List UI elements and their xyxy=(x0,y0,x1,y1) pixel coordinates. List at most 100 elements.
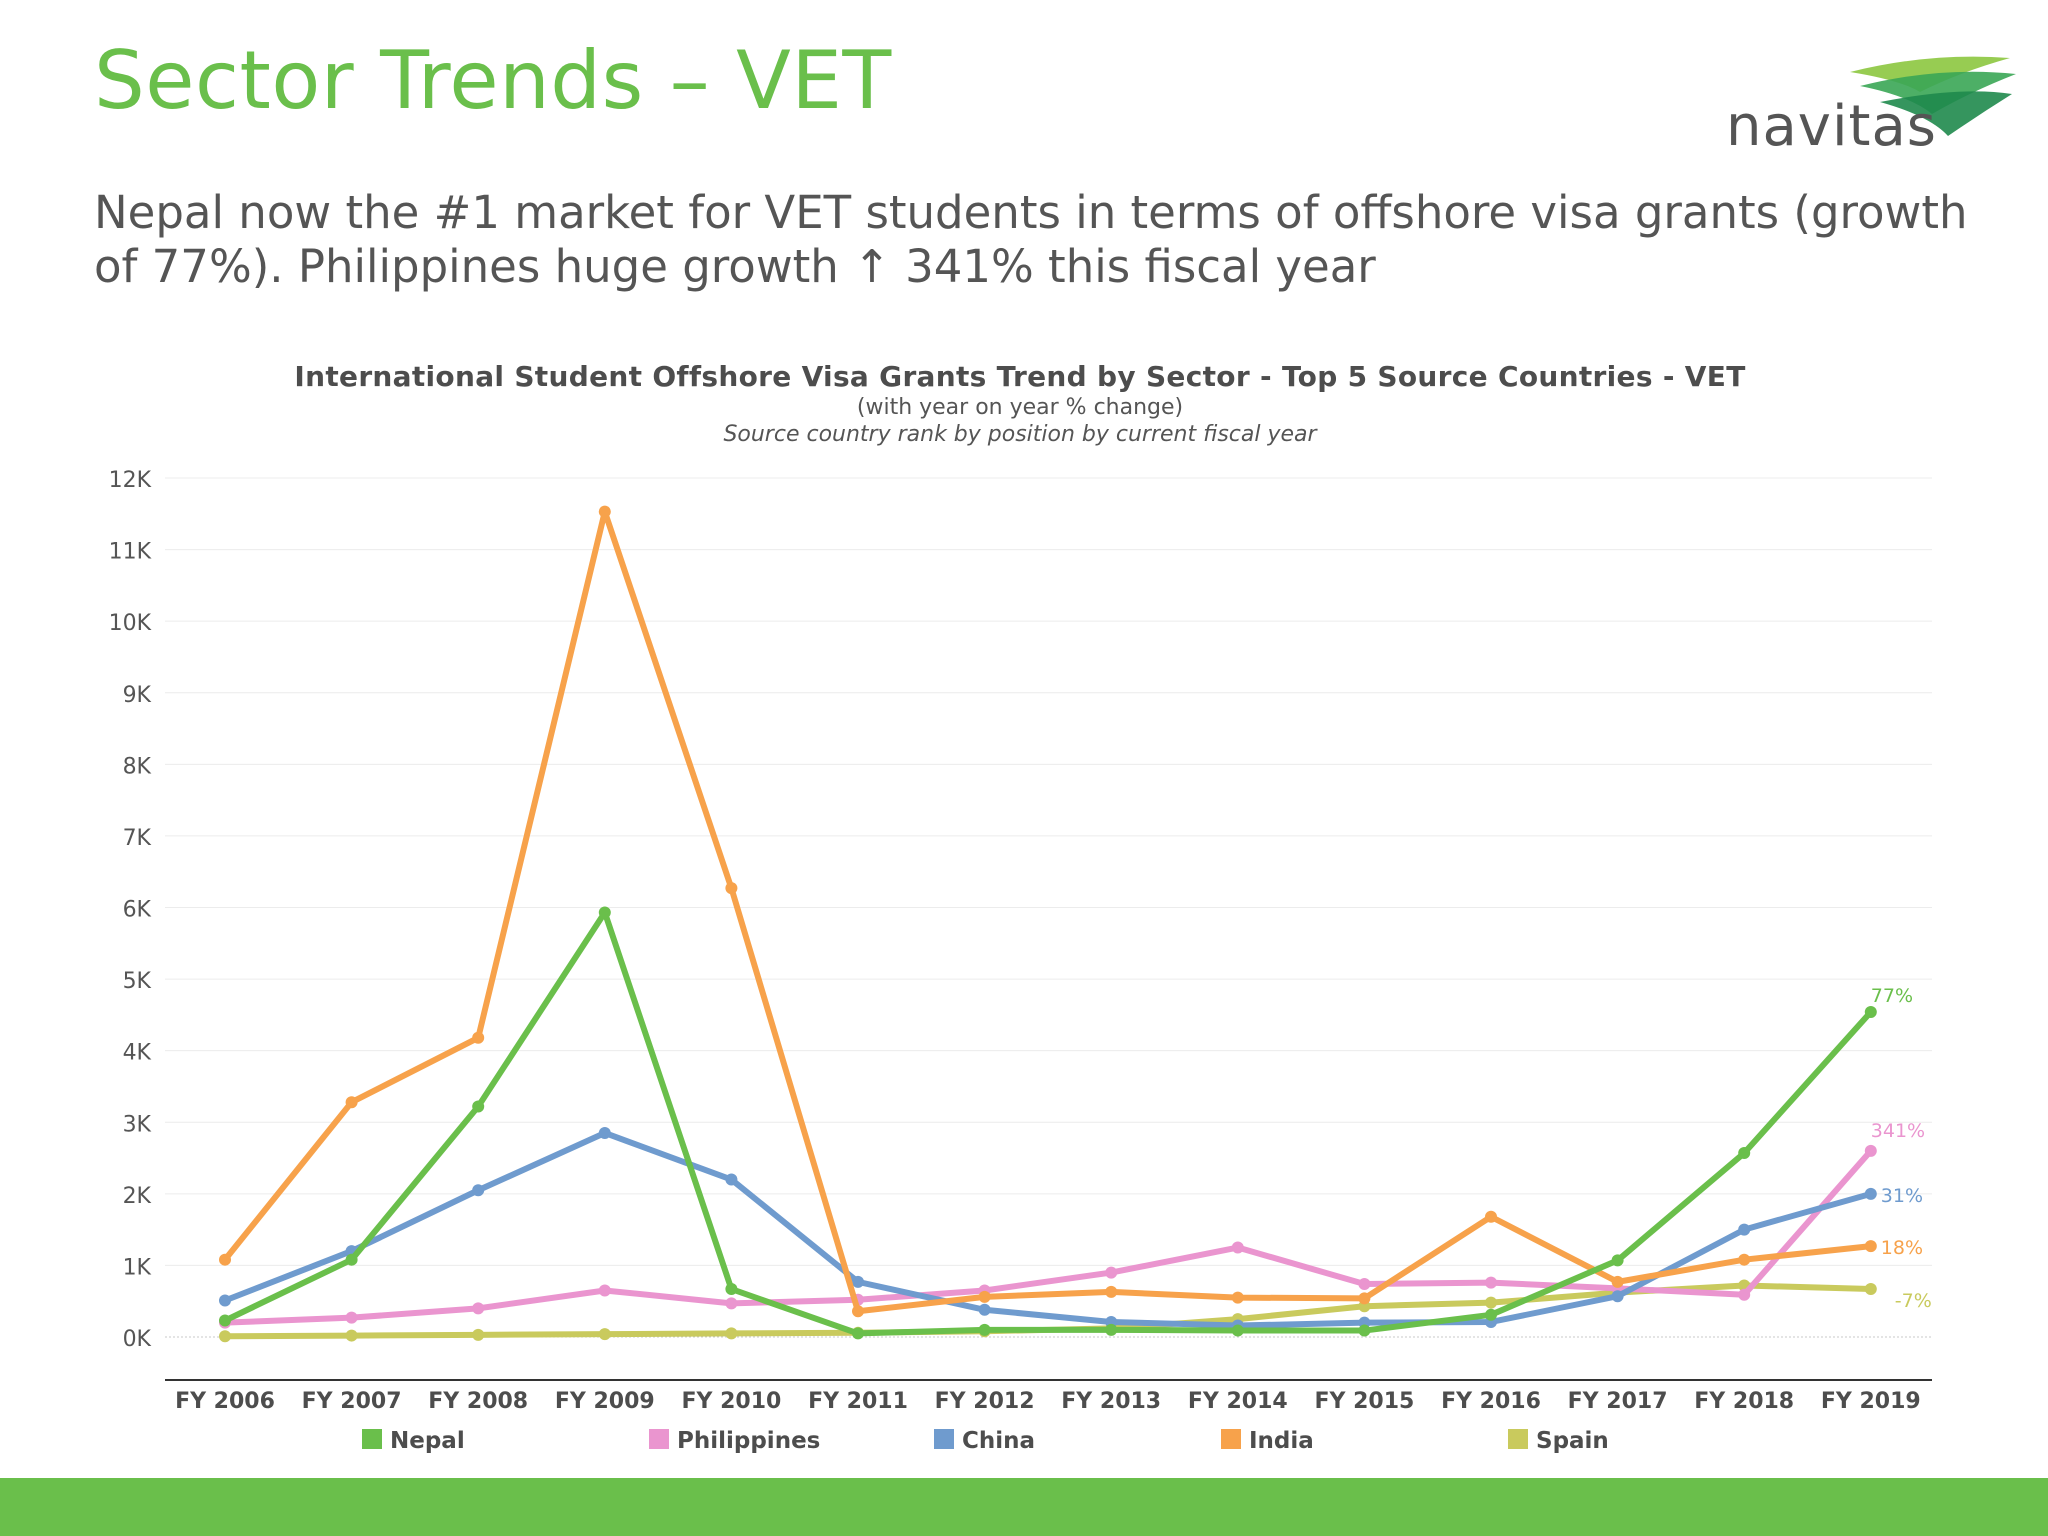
legend-label-china: China xyxy=(962,1428,1035,1454)
data-point-philippines xyxy=(725,1297,738,1310)
data-point-spain xyxy=(472,1328,485,1341)
x-tick-label: FY 2007 xyxy=(302,1389,402,1414)
data-point-nepal xyxy=(1485,1308,1497,1321)
end-label-nepal: 77% xyxy=(1871,985,1913,1007)
data-point-china xyxy=(1864,1187,1877,1200)
end-label-philippines: 341% xyxy=(1871,1120,1925,1142)
x-tick-label: FY 2018 xyxy=(1694,1389,1794,1414)
data-point-china xyxy=(472,1184,485,1197)
data-point-nepal xyxy=(1358,1324,1371,1337)
data-point-spain xyxy=(725,1327,738,1340)
legend-swatch-china xyxy=(934,1429,954,1449)
y-tick-label: 0K xyxy=(123,1327,152,1352)
data-point-nepal xyxy=(1231,1324,1244,1337)
y-tick-label: 5K xyxy=(123,969,152,994)
data-point-spain xyxy=(219,1330,231,1343)
y-tick-label: 7K xyxy=(123,826,152,851)
navitas-logo: navitas xyxy=(1720,52,2020,159)
data-point-india xyxy=(1738,1253,1751,1266)
x-tick-label: FY 2019 xyxy=(1821,1389,1921,1414)
y-tick-label: 10K xyxy=(109,611,152,636)
y-tick-label: 12K xyxy=(109,468,152,493)
end-label-spain: -7% xyxy=(1895,1290,1932,1312)
data-point-india xyxy=(1611,1275,1624,1288)
legend-label-spain: Spain xyxy=(1536,1428,1609,1454)
y-tick-label: 11K xyxy=(109,540,152,565)
data-point-nepal xyxy=(598,906,611,919)
x-tick-label: FY 2009 xyxy=(555,1389,655,1414)
legend-label-nepal: Nepal xyxy=(390,1428,465,1454)
data-point-china xyxy=(1738,1223,1751,1236)
y-tick-label: 6K xyxy=(123,898,152,923)
data-point-spain xyxy=(1485,1296,1497,1309)
series-line-philippines xyxy=(222,1147,1874,1326)
data-point-india xyxy=(978,1290,991,1303)
data-point-nepal xyxy=(1864,1006,1877,1019)
data-point-china xyxy=(1611,1290,1624,1303)
x-tick-label: FY 2014 xyxy=(1188,1389,1288,1414)
data-point-india xyxy=(345,1096,358,1109)
data-point-philippines xyxy=(1105,1266,1118,1279)
data-point-nepal xyxy=(345,1253,358,1266)
y-tick-label: 8K xyxy=(123,754,152,779)
y-tick-label: 4K xyxy=(123,1041,152,1066)
x-tick-label: FY 2015 xyxy=(1314,1389,1414,1414)
chart-subtitle-rank: Source country rank by position by curre… xyxy=(723,422,1317,447)
data-point-india xyxy=(598,505,611,518)
y-tick-label: 2K xyxy=(123,1184,152,1209)
data-point-india xyxy=(725,882,738,895)
x-tick-label: FY 2016 xyxy=(1441,1389,1541,1414)
footer-bar xyxy=(0,1478,2048,1536)
data-point-india xyxy=(852,1305,864,1318)
data-point-nepal xyxy=(1738,1147,1751,1160)
data-point-philippines xyxy=(1231,1241,1244,1254)
legend-swatch-nepal xyxy=(362,1429,382,1449)
y-tick-label: 1K xyxy=(123,1255,152,1280)
y-tick-label: 3K xyxy=(123,1112,152,1137)
x-tick-label: FY 2010 xyxy=(681,1389,781,1414)
end-label-india: 18% xyxy=(1881,1237,1923,1259)
data-point-philippines xyxy=(472,1302,485,1315)
series-line-china xyxy=(222,1129,1874,1329)
swoosh-icon xyxy=(1850,56,2016,136)
data-point-nepal xyxy=(725,1283,738,1296)
slide-subtitle: Nepal now the #1 market for VET students… xyxy=(94,186,1968,293)
legend-label-philippines: Philippines xyxy=(677,1428,820,1454)
data-point-philippines xyxy=(1738,1288,1751,1301)
data-point-india xyxy=(1485,1210,1497,1223)
data-point-nepal xyxy=(852,1327,864,1340)
data-point-nepal xyxy=(1611,1254,1624,1267)
y-tick-label: 9K xyxy=(123,683,152,708)
data-point-philippines xyxy=(1864,1144,1877,1157)
chart-title: International Student Offshore Visa Gran… xyxy=(294,360,1746,393)
x-tick-label: FY 2006 xyxy=(175,1389,275,1414)
data-point-india xyxy=(219,1253,231,1266)
data-point-spain xyxy=(345,1329,358,1342)
data-point-nepal xyxy=(219,1314,231,1327)
slide-title: Sector Trends – VET xyxy=(94,34,892,127)
data-point-india xyxy=(1864,1240,1877,1253)
data-point-india xyxy=(1105,1285,1118,1298)
x-tick-label: FY 2017 xyxy=(1568,1389,1668,1414)
data-point-nepal xyxy=(978,1323,991,1336)
data-point-china xyxy=(598,1126,611,1139)
line-chart: 0K 1K 2K 3K 4K 5K 6K 7K 8K 9K 10K 11K 12K FY 2006 FY 2… xyxy=(109,468,1932,1454)
data-point-india xyxy=(1358,1292,1371,1305)
logo-wordmark: navitas xyxy=(1726,94,1937,159)
legend-swatch-spain xyxy=(1508,1429,1528,1449)
data-point-china xyxy=(852,1275,864,1288)
data-point-philippines xyxy=(598,1284,611,1297)
data-point-nepal xyxy=(472,1100,485,1113)
series-line-nepal xyxy=(222,909,1874,1337)
legend-swatch-philippines xyxy=(649,1429,669,1449)
data-point-india xyxy=(472,1031,485,1044)
data-point-philippines xyxy=(1358,1278,1371,1291)
data-point-china xyxy=(219,1294,231,1307)
x-tick-label: FY 2013 xyxy=(1061,1389,1161,1414)
legend-label-india: India xyxy=(1249,1428,1314,1454)
chart-subtitle: (with year on year % change) xyxy=(856,395,1184,420)
end-label-china: 31% xyxy=(1881,1185,1923,1207)
x-tick-label: FY 2008 xyxy=(428,1389,528,1414)
data-point-spain xyxy=(1864,1283,1877,1296)
data-point-china xyxy=(978,1303,991,1316)
